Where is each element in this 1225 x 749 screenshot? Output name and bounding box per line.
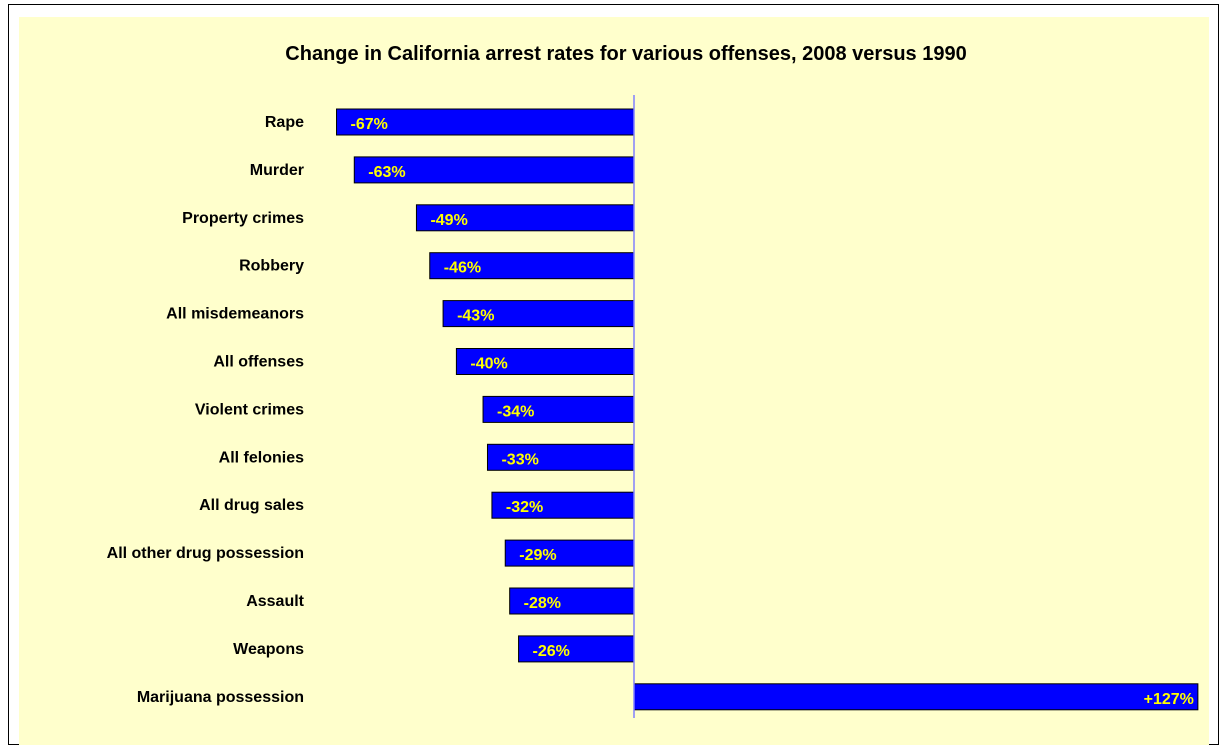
data-label: -46% (444, 260, 481, 277)
category-label: Violent crimes (195, 401, 304, 418)
bars-layer: Rape -67% Murder -63% Property crimes -49% Rob… (107, 108, 1199, 711)
category-label: Marijuana possession (137, 689, 304, 706)
category-label: Assault (246, 593, 304, 610)
category-label: All felonies (219, 449, 304, 466)
bar-robbery (429, 252, 635, 280)
data-label: -29% (519, 547, 556, 564)
data-label: +127% (1144, 691, 1194, 708)
bar-all-drug-sales (491, 491, 635, 519)
data-label: -28% (524, 595, 561, 612)
data-label: -34% (497, 403, 534, 420)
bar-all-felonies (486, 443, 635, 471)
category-label: Robbery (239, 258, 304, 275)
category-label: Rape (265, 114, 304, 131)
data-label: -26% (533, 643, 570, 660)
bar-property-crimes (415, 204, 635, 232)
category-label: All drug sales (199, 497, 304, 514)
data-label: -67% (351, 116, 388, 133)
chart-background (19, 17, 1209, 745)
bar-violent-crimes (482, 395, 635, 423)
data-label: -32% (506, 499, 543, 516)
category-label: All offenses (213, 354, 304, 371)
category-label: Weapons (233, 641, 304, 658)
bar-weapons (518, 635, 635, 663)
chart-title: Change in California arrest rates for va… (285, 43, 966, 65)
data-label: -33% (501, 451, 538, 468)
category-label: All misdemeanors (166, 306, 304, 323)
data-label: -63% (368, 164, 405, 181)
bar-murder (353, 156, 635, 184)
category-label: Property crimes (182, 210, 304, 227)
data-label: -43% (457, 308, 494, 325)
data-label: -49% (430, 212, 467, 229)
bar-marijuana-possession (633, 683, 1199, 711)
bar-all-misdemeanors (442, 300, 635, 328)
category-label: Murder (250, 162, 304, 179)
data-label: -40% (470, 356, 507, 373)
bar-rape (336, 108, 635, 136)
bar-all-other-drug-possession (504, 539, 635, 567)
bar-assault (509, 587, 635, 615)
category-label: All other drug possession (107, 545, 304, 562)
